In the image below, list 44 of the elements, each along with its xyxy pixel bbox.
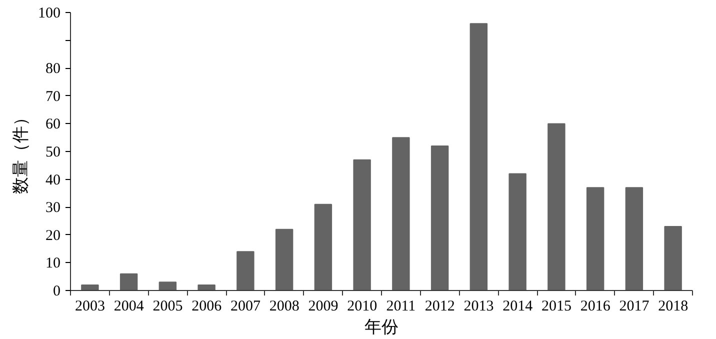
x-tick-label: 2010: [347, 298, 378, 314]
x-tick-label: 2013: [464, 298, 494, 314]
bar: [508, 173, 526, 290]
y-tick-label: 0: [53, 284, 60, 300]
x-axis-title: 年份: [364, 318, 398, 336]
x-tick-label: 2009: [308, 298, 338, 314]
y-tick-label: 30: [46, 200, 60, 216]
y-axis-title: 数量（件）: [11, 109, 30, 194]
x-tick-label: 2004: [114, 298, 144, 314]
y-tick-label: 40: [46, 172, 60, 188]
x-tick-label: 2008: [269, 298, 300, 314]
bar: [548, 123, 566, 290]
x-tick-label: 2018: [658, 298, 688, 314]
bar: [353, 159, 371, 290]
y-tick-label: 50: [46, 144, 60, 160]
bar: [314, 204, 332, 290]
x-tick-label: 2017: [619, 298, 650, 314]
bar: [198, 284, 216, 290]
bar: [275, 228, 294, 290]
bar: [430, 145, 449, 290]
bar: [470, 23, 488, 290]
y-tick-label: 80: [46, 61, 60, 78]
y-tick-label: 60: [46, 116, 60, 133]
x-tick-label: 2003: [74, 298, 105, 314]
x-tick-label: 2006: [192, 298, 222, 314]
y-tick-label: 20: [46, 228, 60, 244]
bar: [236, 251, 254, 290]
x-tick-label: 2014: [502, 298, 534, 314]
y-tick-label: 70: [46, 88, 60, 105]
x-tick-label: 2015: [541, 298, 572, 314]
bar: [625, 187, 644, 290]
x-tick-label: 2016: [580, 298, 611, 314]
y-tick-label: 100: [38, 6, 60, 22]
bar: [664, 226, 682, 290]
bar: [81, 284, 99, 290]
x-tick-label: 2005: [152, 298, 183, 314]
x-tick-label: 2007: [230, 298, 261, 314]
bar: [120, 273, 138, 290]
bar: [158, 282, 177, 290]
bar: [586, 187, 604, 290]
bar: [392, 137, 410, 290]
x-tick-label: 2011: [386, 298, 416, 314]
x-tick-label: 2012: [424, 298, 455, 314]
y-tick-label: 10: [46, 256, 60, 272]
